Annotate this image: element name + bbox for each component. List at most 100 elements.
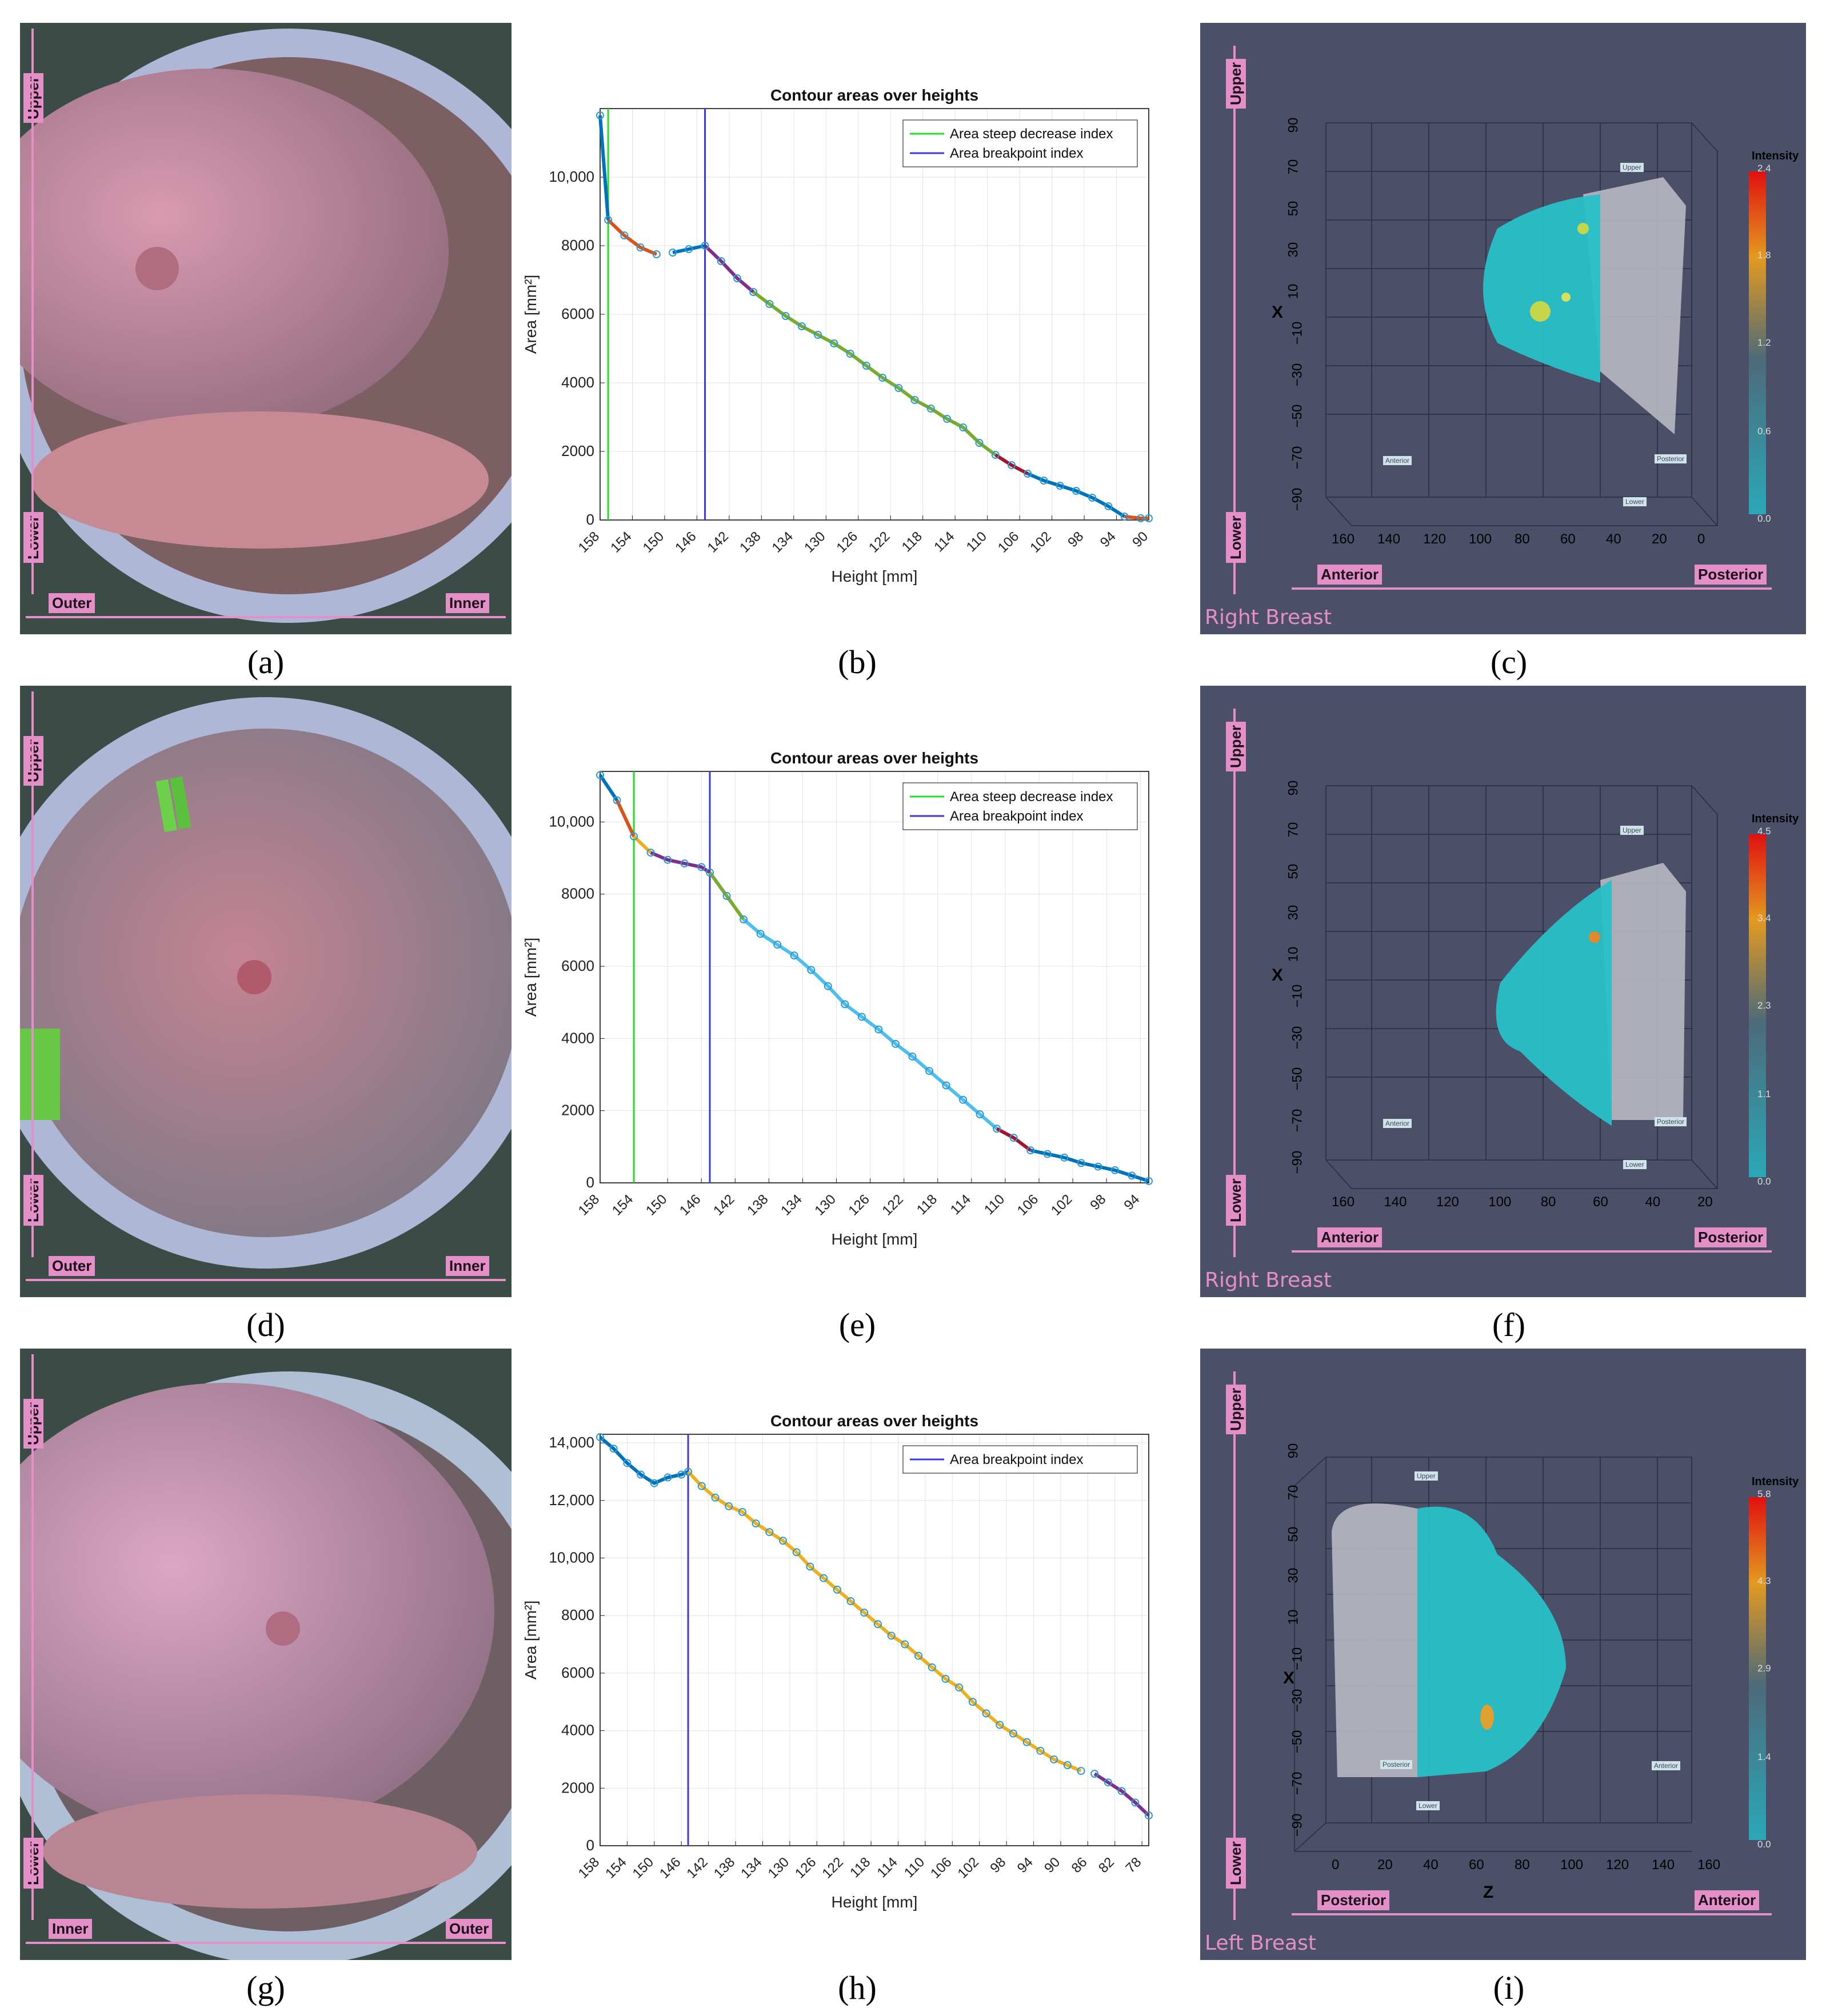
plot-frame [600,771,1149,1183]
data-point [955,1683,964,1692]
chart-e: 158 154 150 146 142 138 134 130 126 122 118 114 110 1… [522,749,1153,1248]
x-tick-label: 94 [1097,529,1119,550]
y-tick-label: 2000 [561,1102,594,1119]
y-tick-label: −70 [1289,1109,1305,1133]
data-point [857,1013,866,1021]
data-point [1050,1755,1058,1763]
colorbar-title: Intensity [1752,813,1799,825]
marker-upper: Upper [1620,826,1644,835]
x-tick-label: 114 [931,529,957,555]
tag-lower: Lower [1226,1838,1246,1889]
x-tick-label: 110 [981,1191,1008,1218]
data-point [623,1459,632,1467]
y-tick-label: −50 [1289,1730,1305,1754]
data-point [942,1081,950,1090]
tag-left: Outer [49,1256,95,1276]
data-point [1136,514,1145,522]
z-tick-label: 0 [1697,531,1705,547]
z-tick-label: 20 [1697,1194,1713,1210]
data-point [792,1548,801,1557]
x-tick-label: 102 [1048,1191,1075,1218]
data-point [830,339,838,347]
colorbar-tick: 5.8 [1757,1489,1771,1499]
z-tick-label: 20 [1652,531,1667,547]
fit-segment [704,244,755,294]
z-tick-label: 120 [1423,531,1447,547]
y-tick-label: −30 [1289,1026,1305,1050]
tag-left: Inner [49,1919,92,1939]
x-tick-label: 90 [1041,1854,1063,1876]
x-tick-label: 142 [684,1854,710,1881]
data-point [993,1125,1001,1133]
data-point [652,250,661,258]
data-point [1060,1153,1069,1162]
data-point [756,930,765,938]
panel-label-a: (a) [247,643,285,681]
data-point [1128,1171,1136,1180]
z-tick-label: 120 [1436,1194,1459,1210]
data-point [959,1095,968,1104]
data-point [677,1470,686,1479]
data-point [740,915,748,923]
data-point [797,322,806,330]
data-point [685,245,693,253]
colorbar-tick: 0.0 [1757,1176,1771,1187]
colorbar-tick: 1.8 [1757,250,1771,261]
data-point [846,1597,855,1606]
legend-box [902,782,1138,830]
data-point [765,1528,774,1537]
panel-label-g: (g) [246,1969,285,2006]
data-point [1040,477,1048,485]
y-tick-label: 0 [586,511,594,528]
chart-panel-e: 158 154 150 146 142 138 134 130 126 122 118 114 110 1… [514,737,1172,1280]
x-tick-label: 106 [1014,1191,1041,1218]
data-point [722,891,731,900]
breast-photo-d [20,697,512,1269]
y-tick-label: 6000 [561,305,594,322]
data-point [697,1482,706,1490]
z-tick-label: 40 [1423,1857,1439,1873]
x-tick-label: 126 [845,1191,872,1218]
plot-area [600,1434,1149,1846]
data-point [1077,1159,1085,1167]
colorbar-tick: 2.9 [1757,1663,1771,1674]
orientation-arrows-d [26,691,506,1281]
data-point [1009,1729,1017,1738]
x-tick-label: 130 [812,1191,838,1218]
marker-lower: Lower [1416,1801,1440,1810]
x-tick-label: 126 [834,529,861,555]
data-point [664,1473,672,1482]
data-point [1094,1162,1102,1171]
data-point [1024,470,1032,478]
x-tick-label: 118 [899,529,925,555]
x-tick-label: 130 [801,529,828,555]
x-tick-label: 150 [630,1854,657,1881]
x-axis-label: Height [mm] [832,1230,918,1248]
x-axis-label: Height [mm] [832,1893,918,1911]
z-tick-label: 140 [1377,531,1401,547]
y-tick-label: 50 [1285,201,1301,216]
z-tick-label: 100 [1560,1857,1584,1873]
data-point [706,868,714,877]
fit-segment [1093,1772,1150,1817]
z-tick-label: 80 [1515,1857,1530,1873]
y-tick-label: 0 [586,1837,594,1854]
data-point [711,1493,720,1502]
x-tick-label: 146 [657,1854,684,1881]
data-point [669,249,677,257]
z-tick-label: 120 [1606,1857,1629,1873]
data-point [968,1698,977,1706]
y-tick-label: −90 [1289,487,1305,511]
data-point [752,1519,760,1528]
data-point [664,855,672,864]
data-point [873,1620,882,1629]
chart-title: Contour areas over heights [770,86,978,104]
colorbar-tick: 1.4 [1757,1751,1771,1762]
y-axis-label: Area [mm²] [522,1601,540,1679]
y-tick-label: −70 [1289,1771,1305,1795]
z-tick-label: 60 [1560,531,1576,547]
y-axis-label: Area [mm²] [522,938,540,1017]
data-point [697,863,706,871]
data-point [976,1110,984,1118]
chart-panel-b: 158 154 150 146 142 138 134 130 126 122 118 114 110 1… [514,74,1172,617]
